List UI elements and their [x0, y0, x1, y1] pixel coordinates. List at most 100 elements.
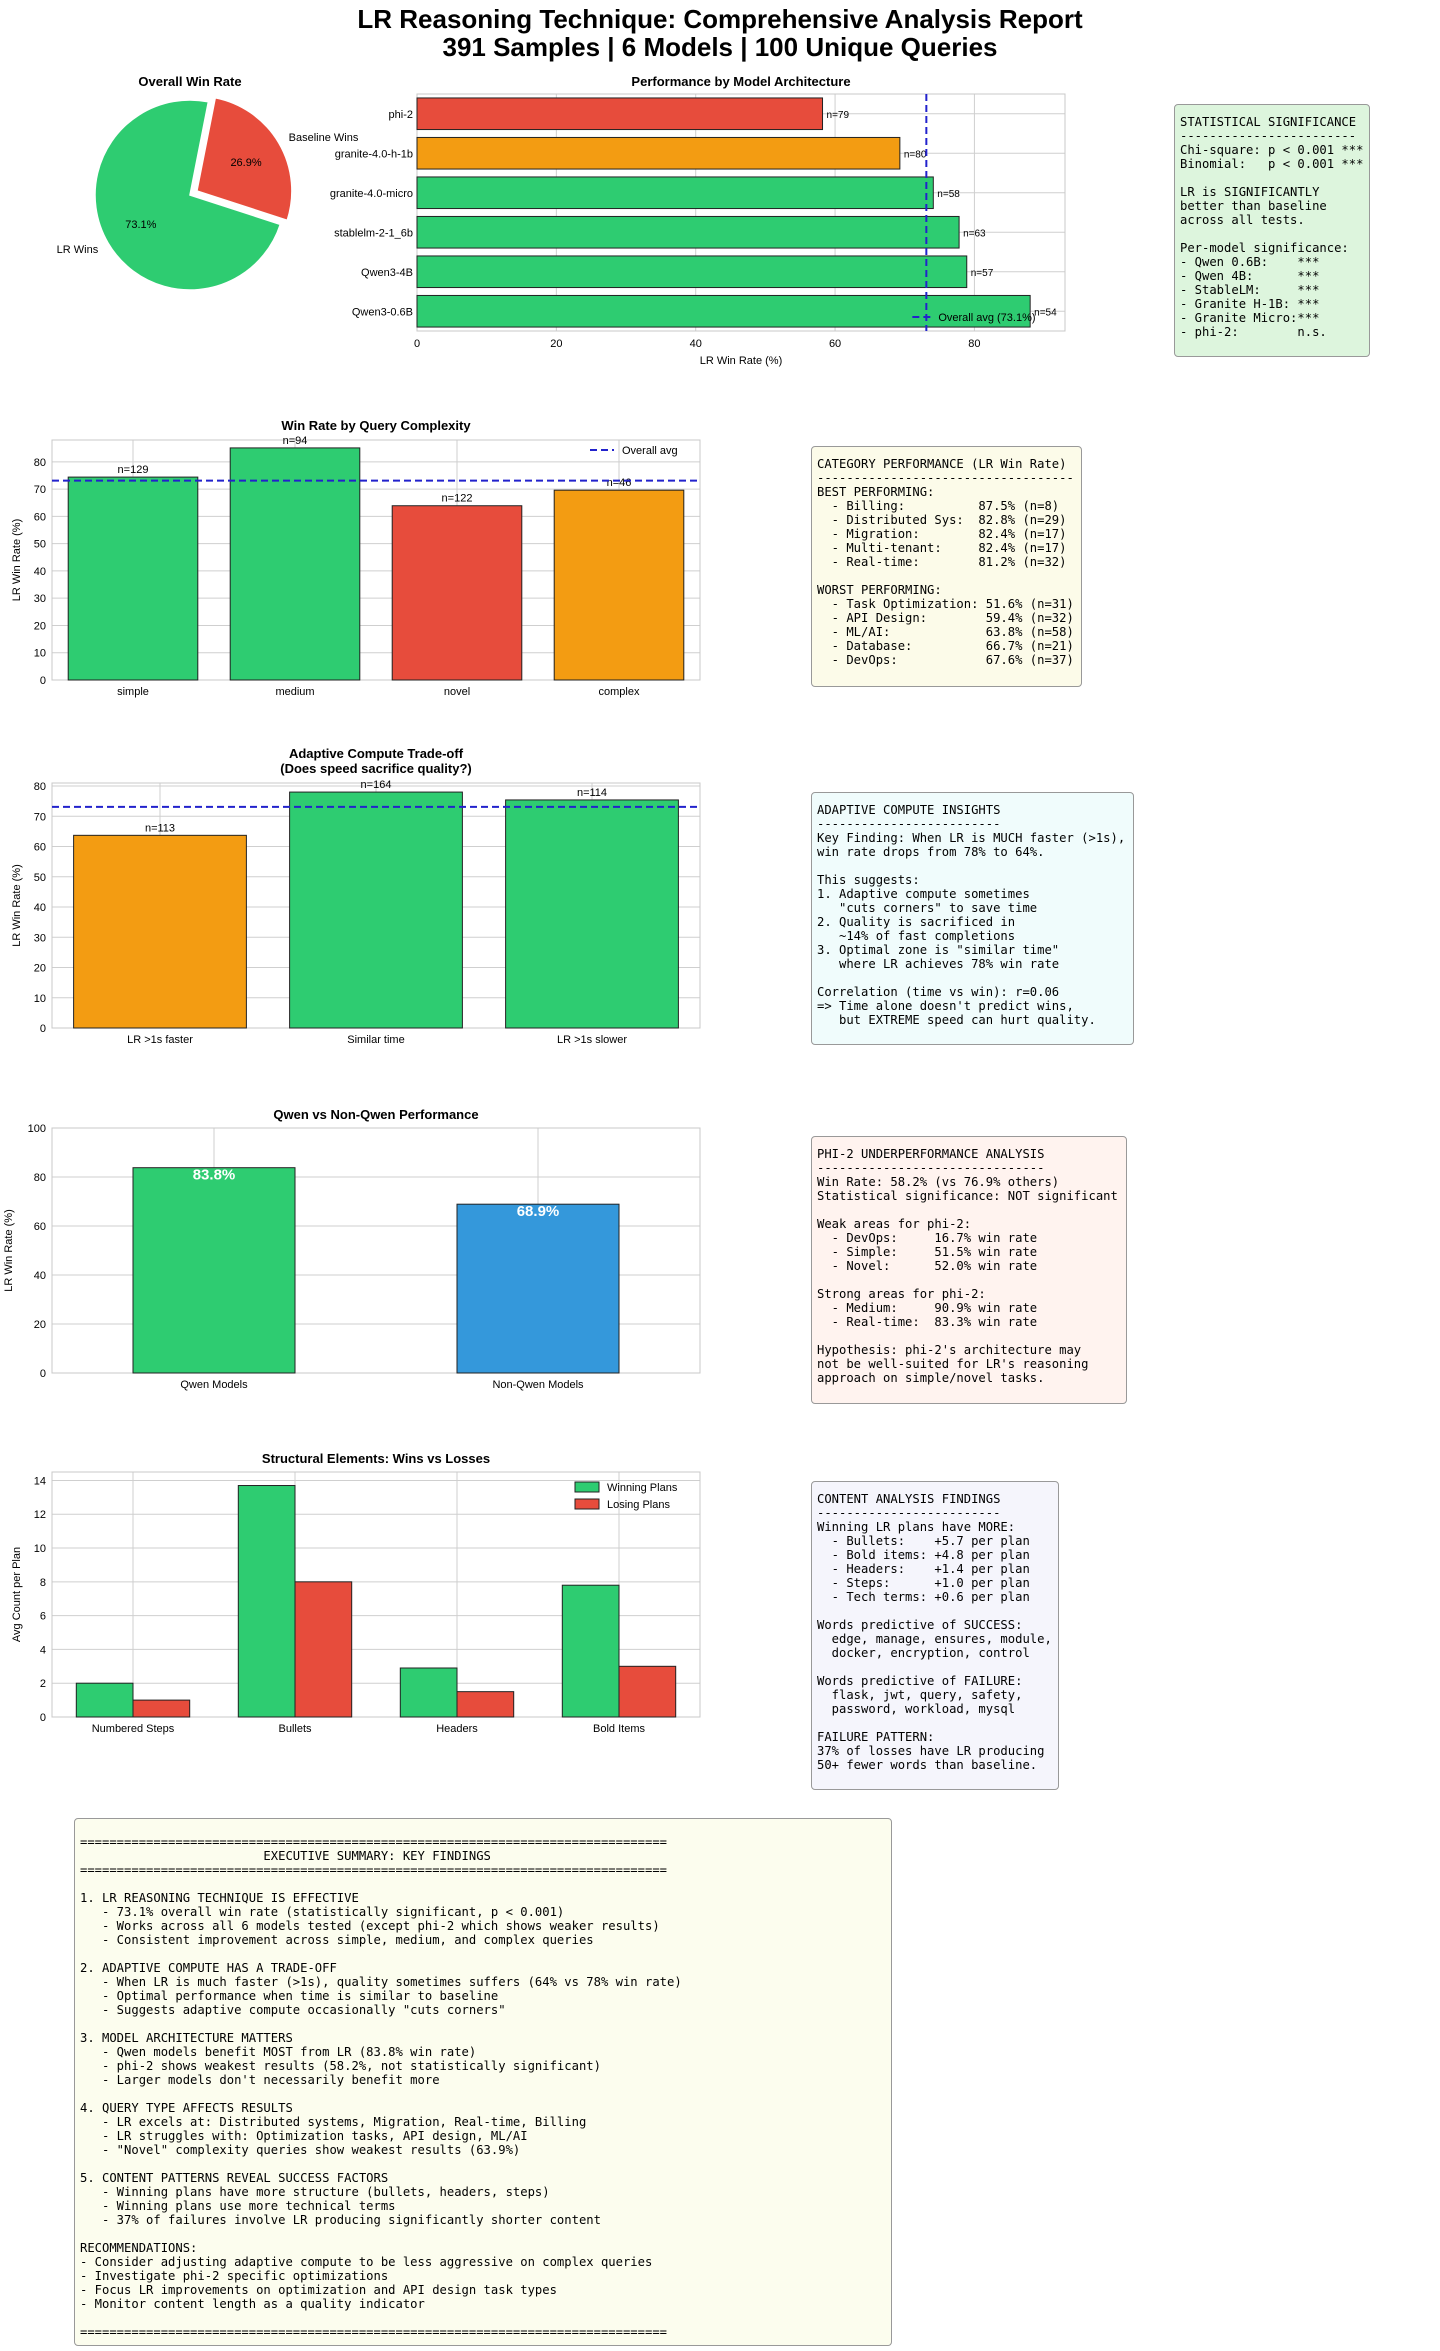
panel-line: ----------------------------------- — [817, 471, 1074, 485]
x-tick-label: Non-Qwen Models — [492, 1379, 584, 1391]
panel-line: - Consider adjusting adaptive compute to… — [80, 2255, 653, 2269]
bar-similar-time — [289, 791, 463, 1029]
y-tick-label: stablelm-2-1_6b — [334, 227, 413, 239]
panel-line: - Qwen 4B: *** — [1180, 269, 1320, 283]
y-tick-label: 40 — [34, 566, 46, 578]
panel-line — [1180, 171, 1364, 185]
pie-pct-label: 73.1% — [125, 219, 156, 231]
panel-line — [80, 2311, 886, 2325]
panel-line: - Works across all 6 models tested (exce… — [80, 1919, 660, 1933]
phi2-underperformance-panel: PHI-2 UNDERPERFORMANCE ANALYSIS ---------… — [811, 1136, 1127, 1404]
y-tick-label: 14 — [34, 1475, 46, 1487]
bar-model-granite-4-0-micro — [416, 176, 934, 210]
panel-line — [817, 569, 1076, 583]
bar-n-label: n=80 — [904, 149, 927, 160]
panel-line: password, workload, mysql — [817, 1702, 1016, 1716]
panel-line: 50+ fewer words than baseline. — [817, 1758, 1038, 1772]
x-tick-label: complex — [599, 686, 640, 698]
panel-line: - Bold items: +4.8 per plan — [817, 1548, 1030, 1562]
bar-n-label: n=63 — [963, 228, 986, 239]
pie-slice-baseline-wins — [196, 96, 293, 222]
panel-line: ========================================… — [80, 1863, 667, 1877]
panel-line — [817, 1273, 1121, 1287]
y-tick-label: 12 — [34, 1509, 46, 1521]
panel-line — [817, 859, 1128, 873]
panel-line: - 37% of failures involve LR producing s… — [80, 2213, 601, 2227]
panel-line: 37% of losses have LR producing — [817, 1744, 1045, 1758]
bar-chart-adaptive-compute: Adaptive Compute Trade-off(Does speed sa… — [11, 746, 701, 1046]
pie-category-label: Baseline Wins — [289, 132, 359, 144]
panel-line: 3. Optimal zone is "similar time" — [817, 943, 1060, 957]
y-tick-label: 80 — [34, 781, 46, 793]
y-tick-label: 80 — [34, 457, 46, 469]
panel-line — [817, 1716, 1053, 1730]
y-tick-label: granite-4.0-h-1b — [335, 148, 413, 160]
panel-line — [80, 2227, 886, 2241]
panel-line: FAILURE PATTERN: — [817, 1730, 935, 1744]
bar-chart-qwen-vs-non-qwen: Qwen vs Non-Qwen Performance 0 20 40 60 80 100… — [3, 1107, 701, 1391]
plot-frame — [51, 439, 701, 681]
panel-line: - ML/AI: 63.8% (n=58) — [817, 625, 1074, 639]
bar-model-phi-2 — [416, 97, 824, 131]
bar-medium — [229, 447, 361, 681]
panel-line: LR is SIGNIFICANTLY — [1180, 185, 1320, 199]
bar-winning-plans — [75, 1682, 134, 1718]
y-axis-label: LR Win Rate (%) — [11, 519, 23, 602]
panel-line: 3. MODEL ARCHITECTURE MATTERS — [80, 2031, 293, 2045]
panel-line — [817, 1329, 1121, 1343]
legend-label: Overall avg (73.1%) — [938, 312, 1035, 324]
bar-value-label: 68.9% — [517, 1203, 560, 1220]
panel-line: - Database: 66.7% (n=21) — [817, 639, 1074, 653]
x-axis-label: LR Win Rate (%) — [700, 355, 783, 367]
bar-chart-model-architecture: Performance by Model Architecture 0 20 40 60… — [330, 74, 1066, 367]
bar-n-label: n=94 — [283, 435, 308, 447]
x-tick-label: Bold Items — [593, 1723, 645, 1735]
panel-line: - Consistent improvement across simple, … — [80, 1933, 594, 1947]
y-tick-label: Qwen3-4B — [361, 267, 413, 279]
x-tick-label: Bullets — [278, 1723, 312, 1735]
panel-line: ------------------------ — [1180, 129, 1357, 143]
x-tick-label: Qwen Models — [180, 1379, 248, 1391]
panel-line: 2. Quality is sacrificed in — [817, 915, 1016, 929]
panel-line: - Bullets: +5.7 per plan — [817, 1534, 1030, 1548]
y-tick-label: 40 — [34, 902, 46, 914]
panel-line: WORST PERFORMING: — [817, 583, 942, 597]
panel-line: edge, manage, ensures, module, — [817, 1632, 1052, 1646]
panel-line — [80, 1947, 886, 1961]
y-tick-label: 60 — [34, 1221, 46, 1233]
panel-line: - Winning plans have more structure (bul… — [80, 2185, 550, 2199]
bar-losing-plans — [294, 1581, 353, 1718]
y-tick-label: 50 — [34, 539, 46, 551]
y-tick-label: 100 — [28, 1123, 46, 1135]
panel-line: Key Finding: When LR is MUCH faster (>1s… — [817, 831, 1126, 845]
panel-line: RECOMMENDATIONS: — [80, 2241, 198, 2255]
bar-model-granite-4-0-h-1b — [416, 136, 901, 170]
panel-line: - "Novel" complexity queries show weakes… — [80, 2143, 521, 2157]
chart-subtitle: (Does speed sacrifice quality?) — [280, 761, 471, 776]
panel-line: "cuts corners" to save time — [817, 901, 1038, 915]
panel-line: ADAPTIVE COMPUTE INSIGHTS — [817, 803, 1001, 817]
panel-line: where LR achieves 78% win rate — [817, 957, 1060, 971]
chart-title: Qwen vs Non-Qwen Performance — [273, 1107, 478, 1122]
panel-line: - StableLM: *** — [1180, 283, 1320, 297]
panel-line — [817, 1604, 1053, 1618]
panel-line: - Winning plans use more technical terms — [80, 2199, 396, 2213]
bar-complex — [553, 489, 685, 681]
pie-pct-label: 26.9% — [230, 157, 261, 169]
x-tick-label: Similar time — [347, 1034, 404, 1046]
bar-qwen-models — [132, 1167, 296, 1374]
panel-line: approach on simple/novel tasks. — [817, 1371, 1045, 1385]
panel-line: - Migration: 82.4% (n=17) — [817, 527, 1067, 541]
y-tick-label: 0 — [40, 675, 46, 687]
panel-line: Correlation (time vs win): r=0.06 — [817, 985, 1060, 999]
panel-line: flask, jwt, query, safety, — [817, 1688, 1023, 1702]
panel-line: Strong areas for phi-2: — [817, 1287, 986, 1301]
plot-frame — [416, 93, 1066, 332]
y-tick-label: Qwen3-0.6B — [352, 306, 413, 318]
legend-label: Winning Plans — [607, 1482, 678, 1494]
x-tick-label: 0 — [414, 338, 420, 350]
bar-value-label: 83.8% — [193, 1167, 236, 1184]
bar-losing-plans — [456, 1691, 515, 1718]
panel-line: ========================================… — [80, 1835, 667, 1849]
panel-line — [80, 1877, 886, 1891]
